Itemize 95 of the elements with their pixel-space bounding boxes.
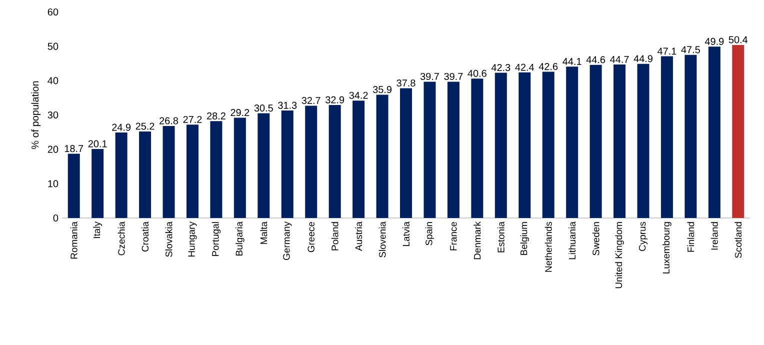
x-tick-label: Portugal bbox=[212, 222, 221, 256]
bar bbox=[447, 82, 460, 218]
data-label: 32.7 bbox=[302, 96, 320, 104]
x-tick-label: Czechia bbox=[118, 222, 125, 256]
bar bbox=[614, 64, 626, 218]
data-label: 47.1 bbox=[658, 48, 676, 55]
y-tick-label: 10 bbox=[48, 180, 58, 188]
bar bbox=[518, 72, 531, 218]
data-label: 39.7 bbox=[444, 72, 463, 80]
bar bbox=[590, 64, 602, 218]
x-tick-label: Slovakia bbox=[165, 222, 172, 257]
x-tick-label: Cyprus bbox=[638, 222, 648, 252]
x-tick-label: Germany bbox=[283, 222, 292, 260]
data-label: 44.6 bbox=[586, 56, 606, 64]
x-tick-label: Hungary bbox=[188, 222, 197, 257]
data-label: 28.2 bbox=[207, 112, 226, 120]
x-tick-label: France bbox=[450, 222, 457, 250]
bar bbox=[328, 105, 341, 218]
data-label: 42.3 bbox=[491, 64, 510, 72]
x-tick-label: Luxembourg bbox=[662, 222, 672, 274]
bar bbox=[566, 66, 578, 218]
x-tick-label: Poland bbox=[331, 222, 338, 250]
data-label: 27.2 bbox=[183, 116, 202, 123]
y-tick-label: 30 bbox=[48, 111, 58, 119]
x-tick-label: Sweden bbox=[592, 222, 600, 256]
x-tick-label: Greece bbox=[308, 222, 314, 252]
data-label: 44.1 bbox=[562, 58, 582, 65]
y-tick-label: 40 bbox=[48, 77, 58, 84]
data-label: 26.8 bbox=[160, 117, 178, 124]
data-label: 50.4 bbox=[728, 36, 748, 44]
bar bbox=[162, 126, 175, 218]
x-tick-label: Lithuania bbox=[568, 222, 576, 260]
x-tick-label: Malta bbox=[260, 222, 268, 244]
x-tick-label: Italy bbox=[93, 222, 102, 238]
bar bbox=[637, 64, 650, 218]
bar bbox=[281, 110, 294, 218]
bar bbox=[542, 72, 554, 218]
data-label: 25.2 bbox=[136, 122, 154, 130]
bar bbox=[115, 132, 128, 218]
bar bbox=[305, 106, 318, 218]
bar bbox=[139, 131, 152, 218]
bar bbox=[684, 54, 697, 218]
y-tick-label: 50 bbox=[48, 42, 58, 50]
bar bbox=[68, 154, 80, 218]
bar bbox=[424, 82, 436, 218]
data-label: 31.3 bbox=[278, 102, 297, 109]
x-tick-label: Romania bbox=[70, 222, 78, 259]
bar bbox=[400, 88, 412, 218]
y-axis-title: % of population bbox=[31, 81, 41, 149]
data-label: 37.8 bbox=[396, 79, 416, 87]
data-label: 49.9 bbox=[704, 38, 724, 45]
x-tick-label: Spain bbox=[425, 222, 434, 246]
x-tick-label: United Kingdom bbox=[615, 222, 624, 288]
x-tick-label: Finland bbox=[687, 222, 694, 252]
bar bbox=[494, 72, 507, 218]
bar bbox=[352, 100, 365, 218]
data-label: 35.9 bbox=[372, 86, 392, 94]
data-label: 42.6 bbox=[538, 62, 558, 70]
data-label: 24.9 bbox=[112, 124, 131, 131]
y-tick-label: 60 bbox=[48, 8, 58, 16]
bar bbox=[210, 121, 222, 218]
x-tick-label: Estonia bbox=[497, 222, 504, 252]
x-tick-label: Belgium bbox=[520, 222, 530, 255]
data-label: 44.7 bbox=[610, 56, 629, 63]
data-label: 47.5 bbox=[681, 46, 700, 54]
data-label: 44.9 bbox=[634, 55, 652, 62]
data-label: 18.7 bbox=[64, 145, 84, 152]
x-tick-label: Latvia bbox=[402, 222, 410, 246]
data-label: 29.2 bbox=[230, 109, 250, 116]
data-label: 32.9 bbox=[326, 96, 344, 104]
data-label: 34.2 bbox=[349, 92, 368, 99]
bar bbox=[376, 94, 388, 218]
bar bbox=[186, 124, 198, 218]
bar bbox=[660, 56, 673, 218]
x-tick-label: Denmark bbox=[474, 222, 481, 260]
data-label: 39.7 bbox=[420, 72, 439, 80]
x-tick-label: Netherlands bbox=[544, 222, 552, 272]
x-tick-label: Bulgaria bbox=[236, 222, 244, 256]
x-tick-label: Croatia bbox=[142, 222, 149, 252]
data-label: 20.1 bbox=[88, 140, 107, 148]
x-tick-label: Austria bbox=[355, 222, 362, 251]
y-tick-label: 0 bbox=[53, 214, 58, 222]
data-label: 30.5 bbox=[254, 104, 273, 112]
data-label: 40.6 bbox=[468, 70, 486, 77]
bar bbox=[471, 78, 484, 218]
x-tick-label: Ireland bbox=[710, 222, 718, 250]
x-tick-label: Scotland bbox=[734, 222, 742, 258]
bar bbox=[234, 118, 246, 218]
data-label: 42.4 bbox=[515, 64, 534, 71]
bar bbox=[258, 113, 270, 218]
x-tick-label: Slovenia bbox=[378, 222, 386, 258]
y-tick-label: 20 bbox=[48, 146, 58, 153]
bar bbox=[92, 148, 104, 218]
bar bbox=[732, 44, 744, 218]
bar bbox=[708, 46, 720, 218]
